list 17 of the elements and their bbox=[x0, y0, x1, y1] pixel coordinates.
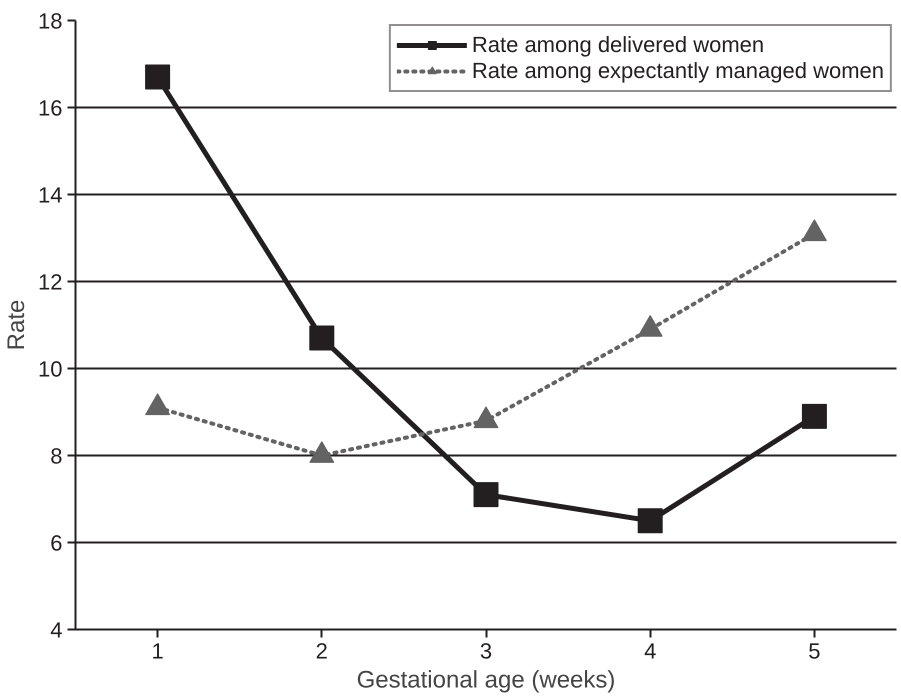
y-tick-label: 8 bbox=[50, 444, 63, 468]
x-tick-label: 4 bbox=[644, 638, 656, 664]
x-tick-label: 3 bbox=[480, 638, 492, 664]
y-tick-label: 10 bbox=[38, 356, 63, 382]
y-tick-label: 12 bbox=[38, 270, 63, 294]
y-tick-label: 14 bbox=[38, 182, 63, 208]
y-tick-label: 4 bbox=[50, 618, 63, 642]
x-tick-label: 5 bbox=[808, 638, 821, 664]
y-tick-label: 6 bbox=[50, 530, 63, 556]
x-tick-label: 1 bbox=[151, 638, 164, 664]
y-tick-label: 16 bbox=[38, 96, 63, 120]
x-axis-title: Gestational age (weeks) bbox=[356, 666, 616, 694]
y-tick-label: 18 bbox=[38, 8, 63, 34]
legend-label: Rate among delivered women bbox=[472, 32, 764, 58]
y-axis-title: Rate bbox=[3, 300, 30, 350]
legend-label: Rate among expectantly managed women bbox=[472, 58, 884, 84]
x-tick-label: 2 bbox=[316, 638, 328, 664]
